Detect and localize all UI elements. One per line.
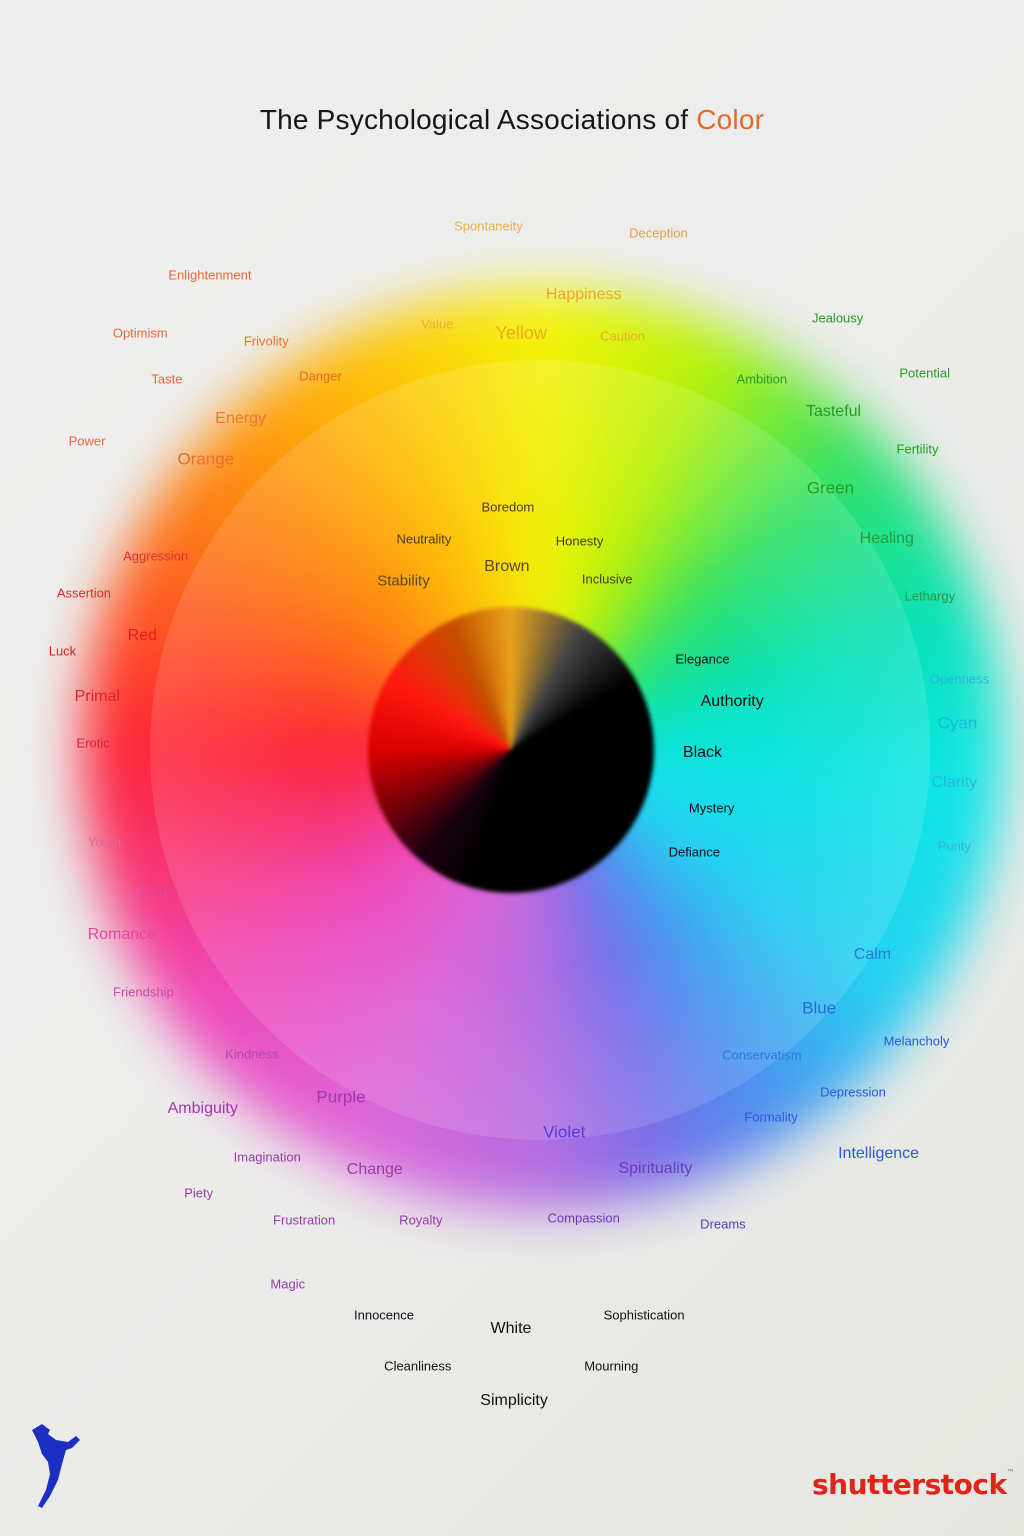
label-happiness: Happiness <box>545 285 622 303</box>
label-sophistication: Sophistication <box>603 1307 685 1323</box>
label-white: White <box>490 1319 532 1337</box>
label-black: Black <box>682 743 723 761</box>
label-energy: Energy <box>215 410 266 428</box>
label-mourning: Mourning <box>584 1358 639 1373</box>
label-friendship: Friendship <box>113 984 174 1000</box>
label-primal: Primal <box>74 688 120 706</box>
brand-trademark: ™ <box>1006 1468 1015 1477</box>
label-luck: Luck <box>48 643 77 659</box>
label-spirituality: Spirituality <box>618 1159 693 1177</box>
label-authority: Authority <box>700 692 764 710</box>
title-highlight: Color <box>696 104 765 135</box>
label-deception: Deception <box>629 225 688 241</box>
label-brown: Brown <box>484 557 530 575</box>
label-spontaneity: Spontaneity <box>454 218 523 234</box>
label-pink: Pink <box>140 884 172 902</box>
label-frustration: Frustration <box>273 1212 336 1228</box>
label-orange: Orange <box>177 449 235 469</box>
label-yellow: Yellow <box>495 323 547 344</box>
label-assertion: Assertion <box>56 585 112 601</box>
label-purple: Purple <box>316 1087 366 1107</box>
label-defiance: Defiance <box>668 844 720 860</box>
label-neutrality: Neutrality <box>396 531 452 547</box>
label-caution: Caution <box>600 328 645 344</box>
label-change: Change <box>346 1161 403 1179</box>
label-mystery: Mystery <box>688 800 735 816</box>
label-lethargy: Lethargy <box>904 588 956 604</box>
label-value: Value <box>421 316 454 332</box>
label-honesty: Honesty <box>555 533 604 549</box>
label-red: Red <box>127 626 158 644</box>
label-potential: Potential <box>899 365 950 381</box>
label-cleanliness: Cleanliness <box>384 1358 452 1373</box>
title-prefix: The Psychological Associations of <box>259 104 689 135</box>
label-compassion: Compassion <box>547 1210 620 1226</box>
label-frivolity: Frivolity <box>243 333 289 349</box>
label-aggression: Aggression <box>123 548 189 564</box>
label-simplicity: Simplicity <box>480 1391 548 1409</box>
label-royalty: Royalty <box>399 1212 443 1228</box>
label-optimism: Optimism <box>112 325 168 341</box>
label-danger: Danger <box>299 368 342 384</box>
dark-core-circle <box>368 607 654 893</box>
label-erotic: Erotic <box>76 735 110 751</box>
label-dreams: Dreams <box>700 1216 746 1232</box>
label-ambiguity: Ambiguity <box>167 1099 238 1117</box>
label-formality: Formality <box>744 1109 798 1125</box>
label-fertility: Fertility <box>896 441 939 456</box>
label-piety: Piety <box>184 1185 214 1201</box>
label-stability: Stability <box>377 572 430 590</box>
label-jealousy: Jealousy <box>811 310 864 326</box>
jumping-figure-icon <box>32 1424 80 1508</box>
page-title: The Psychological Associations of Color <box>0 104 1024 136</box>
brand-logo: shutterstock™ <box>812 1468 1015 1501</box>
label-tasteful: Tasteful <box>805 402 862 420</box>
label-boredom: Boredom <box>481 499 535 515</box>
label-intelligence: Intelligence <box>838 1144 920 1162</box>
label-calm: Calm <box>853 946 892 964</box>
label-magic: Magic <box>270 1276 306 1292</box>
label-elegance: Elegance <box>675 651 730 667</box>
label-innocence: Innocence <box>354 1307 414 1323</box>
label-depression: Depression <box>820 1084 886 1100</box>
label-cyan: Cyan <box>937 713 978 733</box>
label-purity: Purity <box>937 838 971 854</box>
label-inclusive: Inclusive <box>581 571 633 587</box>
label-imagination: Imagination <box>233 1149 301 1165</box>
label-kindness: Kindness <box>225 1046 279 1062</box>
label-taste: Taste <box>151 371 183 387</box>
label-healing: Healing <box>859 530 914 548</box>
label-violet: Violet <box>543 1122 586 1142</box>
label-green: Green <box>806 478 855 498</box>
label-power: Power <box>68 433 106 449</box>
label-melancholy: Melancholy <box>883 1033 950 1049</box>
label-ambition: Ambition <box>736 371 788 387</box>
label-blue: Blue <box>802 998 837 1018</box>
label-romance: Romance <box>87 926 157 944</box>
brand-name: shutterstock <box>812 1468 1007 1501</box>
label-conservatism: Conservatism <box>722 1047 802 1063</box>
label-clarity: Clarity <box>931 774 978 792</box>
label-openness: Openness <box>929 671 990 687</box>
label-youth: Youth <box>88 834 121 850</box>
label-enlightenment: Enlightenment <box>168 267 252 283</box>
